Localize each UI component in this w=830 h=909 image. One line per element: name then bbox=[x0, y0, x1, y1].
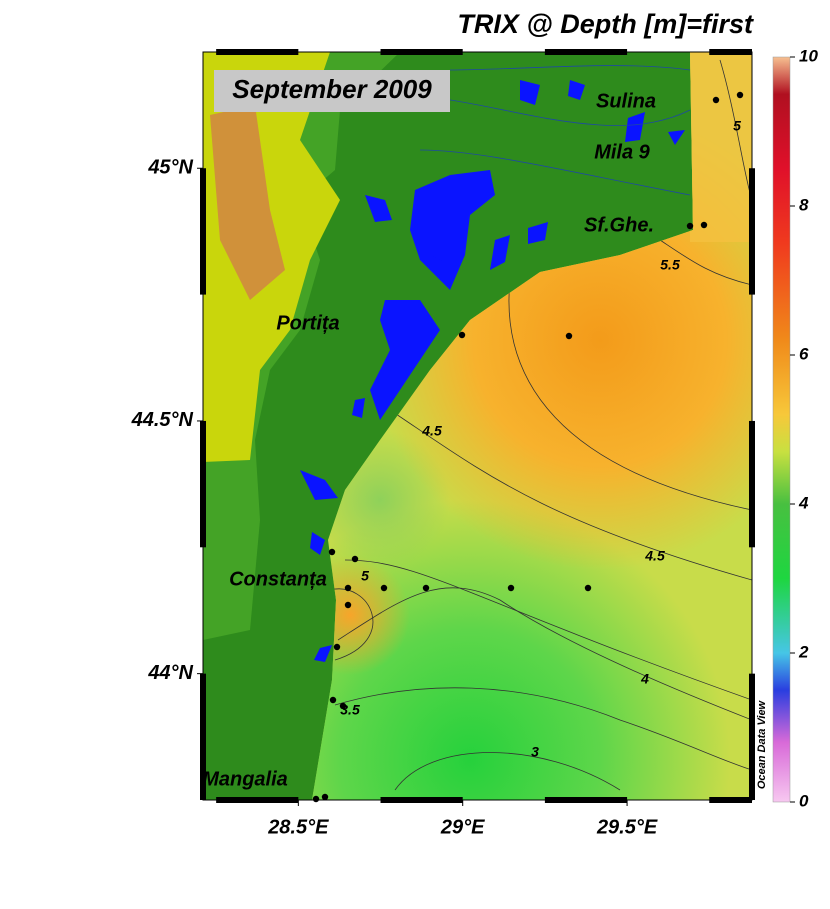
lon-tick-label: 29.5°E bbox=[596, 816, 658, 838]
frame bbox=[200, 49, 755, 803]
station bbox=[351, 555, 359, 563]
lat-tick-label: 44.5°N bbox=[131, 409, 194, 431]
contour-label: 5 bbox=[361, 568, 369, 584]
frame-bar bbox=[544, 49, 628, 55]
frame-bar bbox=[709, 797, 752, 803]
date-label: September 2009 bbox=[232, 74, 432, 104]
station bbox=[321, 793, 329, 801]
station bbox=[339, 702, 347, 710]
station bbox=[584, 584, 592, 592]
station bbox=[686, 222, 694, 230]
place-label: Mila 9 bbox=[594, 141, 650, 163]
station bbox=[328, 548, 336, 556]
frame-bar bbox=[200, 673, 206, 800]
station bbox=[312, 795, 320, 803]
frame-bar bbox=[709, 49, 752, 55]
stations bbox=[312, 91, 744, 803]
credit: Ocean Data View bbox=[756, 699, 768, 789]
lat-tick-label: 44°N bbox=[147, 662, 193, 684]
contour-label: 5 bbox=[733, 118, 741, 134]
land-zone bbox=[210, 105, 285, 300]
station bbox=[700, 221, 708, 229]
lon-tick-label: 28.5°E bbox=[267, 816, 329, 838]
contour-label: 4 bbox=[640, 671, 649, 687]
frame-bar bbox=[200, 168, 206, 295]
frame-bar bbox=[544, 797, 628, 803]
frame-bar bbox=[749, 168, 755, 295]
colorbar-tick-label: 10 bbox=[799, 46, 818, 65]
contour-label: 3.5 bbox=[340, 702, 360, 718]
station bbox=[333, 643, 341, 651]
station bbox=[507, 584, 515, 592]
contours bbox=[329, 59, 752, 791]
station bbox=[422, 584, 430, 592]
place-label: Portița bbox=[276, 312, 339, 334]
colorbar-tick-label: 2 bbox=[798, 642, 809, 661]
frame-bar bbox=[749, 420, 755, 548]
colorbar-tick-label: 6 bbox=[799, 344, 809, 363]
lon-tick-label: 29°E bbox=[440, 816, 485, 838]
colorbar-tick-label: 8 bbox=[799, 195, 809, 214]
station bbox=[565, 332, 573, 340]
station bbox=[458, 331, 466, 339]
frame-bar bbox=[200, 420, 206, 548]
station bbox=[344, 601, 352, 609]
frame-bar bbox=[749, 673, 755, 800]
frame-bar bbox=[216, 49, 299, 55]
contour-label: 5.5 bbox=[660, 257, 680, 273]
place-label: Sf.Ghe. bbox=[584, 214, 654, 236]
station bbox=[344, 584, 352, 592]
frame-bar bbox=[216, 797, 299, 803]
map-area bbox=[203, 52, 752, 800]
frame-bar bbox=[380, 49, 463, 55]
station bbox=[380, 584, 388, 592]
place-label: Constanța bbox=[229, 568, 327, 590]
colorbar-tick-label: 4 bbox=[798, 493, 809, 512]
map-title: TRIX @ Depth [m]=first bbox=[457, 9, 754, 39]
station bbox=[712, 96, 720, 104]
contour-label: 3 bbox=[531, 744, 539, 760]
place-label: Mangalia bbox=[202, 768, 288, 790]
place-label: Sulina bbox=[596, 90, 656, 112]
lat-tick-label: 45°N bbox=[147, 157, 193, 179]
colorbar-tick-label: 0 bbox=[799, 791, 809, 810]
station bbox=[329, 696, 337, 704]
contour-label: 4.5 bbox=[421, 423, 442, 439]
date-box bbox=[214, 70, 450, 112]
station bbox=[736, 91, 744, 99]
contour-label: 4.5 bbox=[644, 548, 665, 564]
colorbar bbox=[772, 56, 791, 803]
lakes bbox=[300, 80, 685, 662]
frame-bar bbox=[380, 797, 463, 803]
